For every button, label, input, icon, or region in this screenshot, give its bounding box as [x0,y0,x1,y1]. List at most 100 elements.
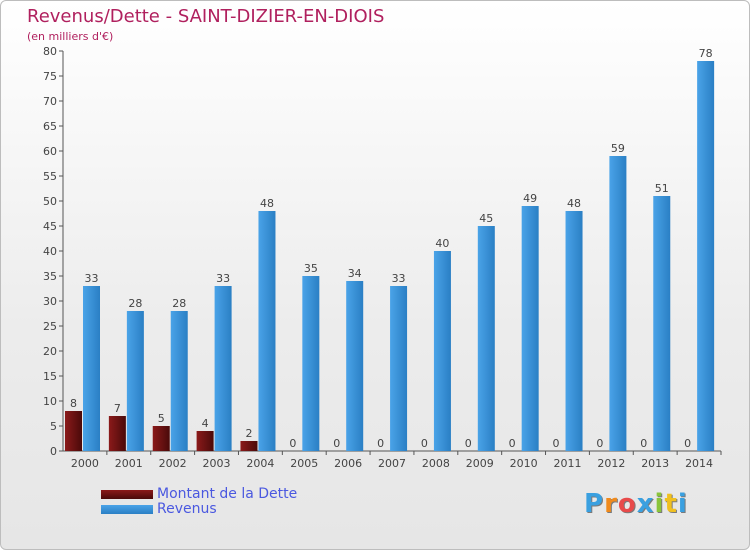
revenue-bar [83,286,100,451]
x-tick-label: 2012 [597,457,625,470]
debt-bar [65,411,82,451]
y-tick-label: 80 [43,45,57,58]
logo-letter: t [664,489,678,519]
revenue-value-label: 33 [216,272,230,285]
x-tick-label: 2008 [422,457,450,470]
debt-value-label: 0 [377,437,384,450]
debt-value-label: 0 [596,437,603,450]
revenue-value-label: 49 [523,192,537,205]
debt-value-label: 0 [684,437,691,450]
logo-letter: o [617,489,637,519]
x-tick-label: 2000 [71,457,99,470]
debt-value-label: 0 [553,437,560,450]
y-tick-label: 15 [43,370,57,383]
y-tick-label: 5 [50,420,57,433]
legend-label-debt: Montant de la Dette [157,486,298,502]
revenue-value-label: 59 [611,142,625,155]
y-tick-label: 65 [43,120,57,133]
debt-value-label: 0 [465,437,472,450]
revenue-bar [346,281,364,451]
legend-swatch-debt [101,490,153,499]
y-tick-label: 55 [43,170,57,183]
revenue-bar [126,311,144,451]
revenue-value-label: 34 [348,267,362,280]
y-tick-label: 60 [43,145,57,158]
debt-value-label: 0 [333,437,340,450]
revenue-bar [609,156,627,451]
x-tick-label: 2007 [378,457,406,470]
y-tick-label: 10 [43,395,57,408]
revenue-bar [653,196,671,451]
debt-value-label: 0 [640,437,647,450]
y-tick-label: 35 [43,270,57,283]
y-tick-label: 50 [43,195,57,208]
logo-letter: i [654,489,665,519]
bars [65,61,715,451]
debt-value-label: 5 [158,412,165,425]
revenue-value-label: 33 [85,272,99,285]
x-tick-label: 2004 [246,457,274,470]
debt-value-label: 2 [245,427,252,440]
y-tick-label: 0 [50,445,57,458]
revenue-value-label: 51 [655,182,669,195]
revenue-value-label: 48 [567,197,581,210]
y-tick-label: 75 [43,70,57,83]
x-tick-label: 2003 [203,457,231,470]
revenue-bar [390,286,408,451]
x-tick-label: 2010 [510,457,538,470]
revenue-value-label: 35 [304,262,318,275]
logo-letter: x [636,489,655,519]
y-tick-label: 20 [43,345,57,358]
revenue-bar [433,251,451,451]
y-tick-label: 40 [43,245,57,258]
revenue-value-label: 40 [435,237,449,250]
y-tick-label: 70 [43,95,57,108]
value-labels: 8 33 7 28 5 28 4 33 2 48 0 35 0 34 0 33 0 40 0 45 0 49 0 48 0 59 0… [70,47,713,450]
x-tick-label: 2014 [685,457,713,470]
revenue-bar [521,206,539,451]
x-tick-label: 2011 [553,457,581,470]
debt-value-label: 8 [70,397,77,410]
debt-bar [108,416,126,451]
debt-bar [240,441,258,451]
y-tick-label: 30 [43,295,57,308]
x-tick-label: 2009 [466,457,494,470]
revenue-bar [565,211,583,451]
chart-subtitle: (en milliers d'€) [27,30,114,43]
revenue-bar [477,226,495,451]
revenue-value-label: 78 [699,47,713,60]
revenue-bar [697,61,715,451]
revenue-bar [214,286,232,451]
x-tick-label: 2005 [290,457,318,470]
revenue-value-label: 48 [260,197,274,210]
debt-value-label: 7 [114,402,121,415]
y-tick-label: 25 [43,320,57,333]
debt-value-label: 0 [289,437,296,450]
revenue-value-label: 28 [172,297,186,310]
x-tick-label: 2013 [641,457,669,470]
logo-letter: r [604,489,618,519]
revenue-bar [258,211,276,451]
logo-letter: i [677,489,688,519]
legend-label-revenue: Revenus [157,501,217,517]
x-tick-label: 2001 [115,457,143,470]
x-tick-label: 2006 [334,457,362,470]
debt-value-label: 0 [421,437,428,450]
x-tick-label: 2002 [159,457,187,470]
logo-letter: P [584,489,605,519]
revenue-value-label: 28 [128,297,142,310]
revenue-bar [170,311,188,451]
proxiti-logo: Proxiti [584,489,688,519]
y-tick-label: 45 [43,220,57,233]
legend-swatch-revenue [101,505,153,514]
revenue-value-label: 45 [479,212,493,225]
debt-value-label: 0 [509,437,516,450]
debt-bar [152,426,170,451]
chart-title: Revenus/Dette - SAINT-DIZIER-EN-DIOIS [27,6,385,27]
debt-bar [196,431,214,451]
revenue-bar [302,276,320,451]
revenue-value-label: 33 [392,272,406,285]
debt-value-label: 4 [202,417,209,430]
